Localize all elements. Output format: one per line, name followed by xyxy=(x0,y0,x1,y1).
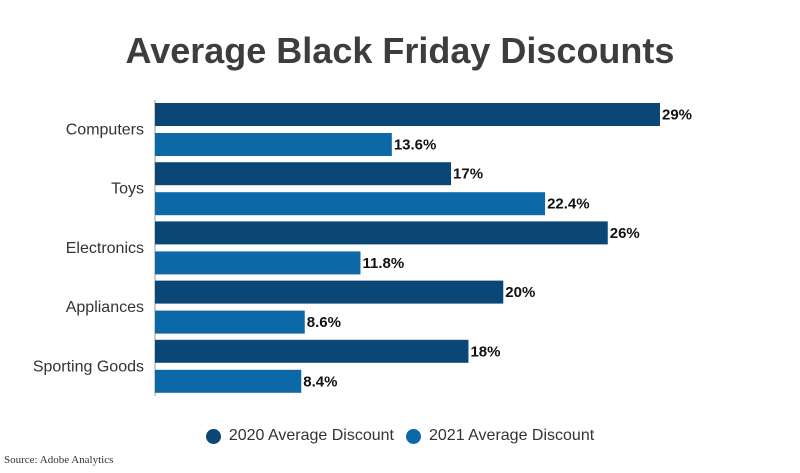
category-label-appliances: Appliances xyxy=(66,299,144,316)
value-label-computers-2020: 29% xyxy=(662,107,692,124)
source-note: Source: Adobe Analytics xyxy=(4,454,114,466)
bar-electronics-2020 xyxy=(155,221,608,245)
value-label-sporting-goods-2021: 8.4% xyxy=(303,373,337,390)
legend-label-2021: 2021 Average Discount xyxy=(429,427,595,444)
bar-toys-2021 xyxy=(155,192,546,216)
bar-electronics-2021 xyxy=(155,251,361,275)
legend-item-2021: 2021 Average Discount xyxy=(406,427,594,445)
bar-appliances-2020 xyxy=(155,280,504,304)
value-label-electronics-2020: 26% xyxy=(610,225,640,242)
bar-computers-2021 xyxy=(155,133,392,156)
bar-computers-2020 xyxy=(155,103,660,126)
bar-appliances-2021 xyxy=(155,310,305,334)
category-label-toys: Toys xyxy=(111,181,144,198)
value-label-toys-2020: 17% xyxy=(453,166,483,183)
bars-layer xyxy=(155,103,660,393)
legend-marker-2021 xyxy=(406,428,421,444)
category-label-sporting-goods: Sporting Goods xyxy=(33,358,144,375)
legend-label-2020: 2020 Average Discount xyxy=(228,427,394,444)
legend: 2020 Average Discount 2021 Average Disco… xyxy=(0,427,800,445)
value-label-appliances-2021: 8.6% xyxy=(307,314,341,331)
value-label-computers-2021: 13.6% xyxy=(394,137,437,154)
legend-item-2020: 2020 Average Discount xyxy=(205,427,394,445)
category-label-electronics: Electronics xyxy=(66,240,144,257)
bar-sporting-goods-2020 xyxy=(155,339,469,363)
value-label-toys-2021: 22.4% xyxy=(547,196,590,213)
value-label-electronics-2021: 11.8% xyxy=(362,255,404,272)
category-label-computers: Computers xyxy=(66,122,144,139)
chart-title: Average Black Friday Discounts xyxy=(125,30,675,71)
value-label-appliances-2020: 20% xyxy=(505,284,535,301)
bar-toys-2020 xyxy=(155,162,452,186)
legend-marker-2020 xyxy=(205,428,221,444)
value-label-sporting-goods-2020: 18% xyxy=(470,343,500,360)
bar-sporting-goods-2021 xyxy=(155,369,302,393)
labels-layer: Computers 29% 13.6% Toys 17% 22.4% Electronics… xyxy=(33,107,692,391)
